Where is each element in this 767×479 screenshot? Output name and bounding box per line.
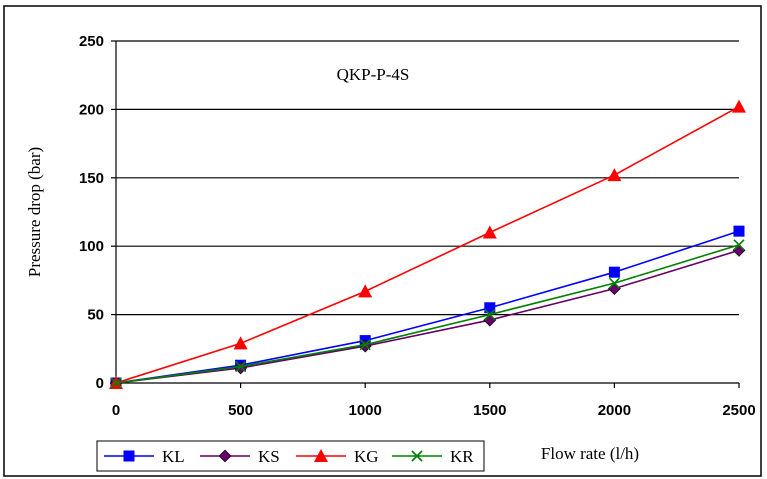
legend: KL KS KG KR — [96, 440, 485, 472]
series-kr — [110, 239, 745, 389]
data-point-kr — [484, 309, 496, 321]
x-axis-label: Flow rate (l/h) — [541, 444, 639, 463]
legend-marker — [314, 449, 328, 462]
y-tick-label: 250 — [79, 33, 104, 50]
data-point-kg — [732, 99, 746, 113]
x-tick-label: 1500 — [473, 402, 506, 419]
legend-item-ks: KS — [200, 447, 280, 466]
y-tick-label: 200 — [79, 101, 104, 118]
series-line-kl — [115, 230, 740, 384]
y-tick-label: 0 — [96, 375, 104, 392]
data-point-kg — [607, 168, 622, 182]
data-point-kg — [482, 225, 497, 239]
x-tick-label: 500 — [228, 402, 253, 419]
x-tick-label: 0 — [112, 402, 120, 419]
legend-marker — [411, 450, 423, 462]
data-point-kl — [608, 266, 620, 278]
series-line-kg — [115, 105, 740, 384]
axes — [111, 40, 740, 388]
series-group — [109, 99, 746, 390]
data-point-kr — [359, 339, 371, 351]
grid-lines — [116, 40, 739, 316]
y-tick-label: 50 — [87, 307, 104, 324]
chart-frame — [3, 5, 762, 477]
legend-label: KL — [162, 447, 185, 466]
chart-annotation: QKP-P-4S — [337, 65, 410, 84]
x-tick-label: 2000 — [598, 402, 631, 419]
data-point-kr — [733, 239, 745, 251]
legend-label: KG — [354, 447, 379, 466]
legend-item-kr: KR — [392, 447, 474, 466]
legend-marker — [218, 449, 232, 463]
series-line-kr — [115, 244, 740, 384]
legend-label: KS — [258, 447, 280, 466]
legend-item-kl: KL — [104, 447, 185, 466]
legend-marker — [123, 450, 135, 462]
data-point-kg — [233, 336, 248, 350]
y-axis-label: Pressure drop (bar) — [25, 147, 44, 277]
data-point-kl — [733, 225, 745, 237]
data-point-kl — [484, 302, 496, 314]
legend-item-kg: KG — [296, 447, 379, 466]
x-tick-label: 2500 — [722, 402, 755, 419]
y-tick-label: 100 — [79, 238, 104, 255]
legend-label: KR — [450, 447, 474, 466]
series-line-ks — [115, 249, 740, 384]
data-point-kr — [608, 277, 620, 289]
data-point-kg — [358, 284, 373, 298]
data-point-kr — [235, 361, 247, 373]
x-tick-label: 1000 — [349, 402, 382, 419]
y-tick-label: 150 — [79, 170, 104, 187]
data-point-kr — [110, 377, 122, 389]
